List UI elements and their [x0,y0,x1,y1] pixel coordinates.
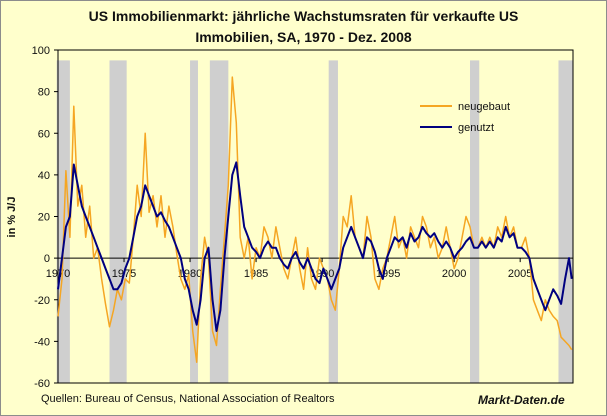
y-tick-label: 0 [44,253,50,265]
chart-title-line1: US Immobilienmarkt: jährliche Wachstumsr… [88,8,519,24]
x-tick-label: 1970 [46,268,70,280]
x-tick-label: 2005 [508,268,532,280]
recession-band-2 [190,60,198,383]
x-tick-label: 1980 [178,268,202,280]
series-layer [57,76,573,363]
recession-band-5 [470,60,480,383]
x-tick-label: 1985 [244,268,268,280]
legend: neugebaut genutzt [420,101,510,134]
series-line-neugebaut [57,76,573,363]
y-tick-label: 20 [38,212,50,224]
source-note: Quellen: Bureau of Census, National Asso… [41,393,335,405]
brand-label: Markt-Daten.de [478,393,565,407]
series-line-genutzt [57,161,573,332]
y-tick-label: -20 [34,295,50,307]
y-tick-label: 100 [32,45,50,57]
y-tick-label: -60 [34,378,50,390]
recession-band-4 [328,60,338,383]
y-tick-label: 40 [38,170,50,182]
y-axis-label: in % J/J [6,197,18,238]
y-tick-label: -40 [34,336,50,348]
chart-title-line2: Immobilien, SA, 1970 - Dez. 2008 [195,29,412,45]
y-tick-label: 80 [38,87,50,99]
y-axis: -60 -40 -20 0 20 40 60 80 100 [32,45,58,390]
recession-band-3 [209,60,229,383]
x-tick-label: 2000 [442,268,466,280]
legend-label-neugebaut: neugebaut [458,101,510,113]
legend-label-genutzt: genutzt [458,122,494,134]
recession-band-1 [109,60,127,383]
y-tick-label: 60 [38,128,50,140]
